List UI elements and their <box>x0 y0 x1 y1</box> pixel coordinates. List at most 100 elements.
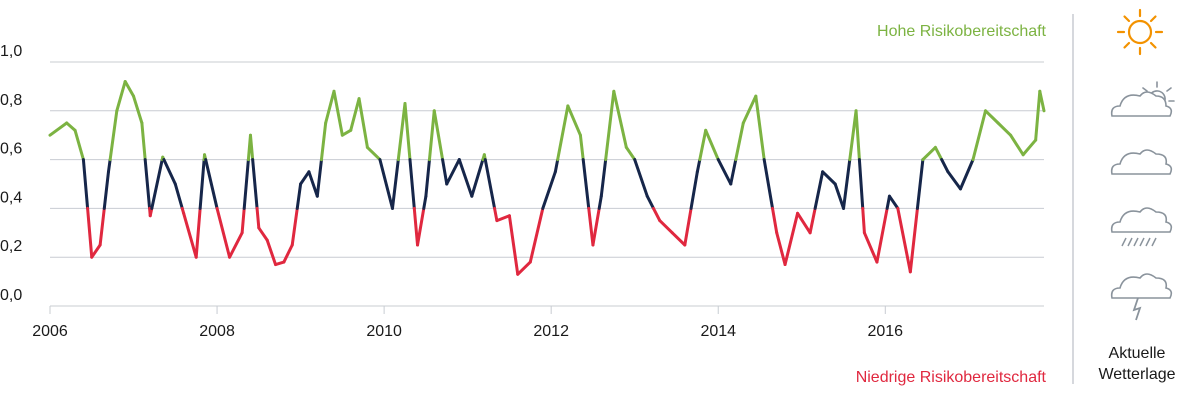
x-axis-ticks: 2006 2008 2010 2012 2014 2016 <box>32 306 903 340</box>
series-segment-mid <box>581 158 591 210</box>
series-segment-high <box>132 94 144 125</box>
series-segment-high <box>1038 89 1046 113</box>
series-segment-high <box>921 145 937 162</box>
series-segment-mid <box>251 158 259 210</box>
series-segment-mid <box>81 158 90 210</box>
series-segment-mid <box>483 158 497 210</box>
series-segment-mid <box>946 170 962 191</box>
series-segment-high <box>704 128 720 162</box>
series-segment-low <box>194 206 202 259</box>
series-segment-low <box>182 211 198 259</box>
series-segment-high <box>604 89 616 162</box>
x-tick-label: 2008 <box>199 323 235 340</box>
series-segment-low <box>771 206 779 235</box>
series-segment-low <box>495 214 511 223</box>
series-segment-high <box>698 128 708 162</box>
series-segment-high <box>848 109 858 162</box>
series-segment-mid <box>143 158 152 210</box>
x-tick-label: 2012 <box>533 323 569 340</box>
series-segment-low <box>412 206 420 247</box>
rain-cloud-icon <box>1110 207 1173 247</box>
series-segment-mid <box>958 158 975 191</box>
series-segment-high <box>365 145 382 162</box>
series-segment-high <box>741 94 758 125</box>
y-tick-label: 0,8 <box>0 92 22 109</box>
series-segment-mid <box>857 158 865 210</box>
series-segment-low <box>775 231 787 267</box>
series-segment-high <box>73 128 85 162</box>
series-segment-mid <box>295 182 303 210</box>
series-segment-mid <box>390 158 400 210</box>
y-tick-label: 0,2 <box>0 238 22 255</box>
series-segment-high <box>319 121 328 162</box>
series-segment-mid <box>422 194 428 210</box>
series-segment-high <box>432 109 445 162</box>
series-segment-mid <box>821 170 837 186</box>
high-risk-appetite-label: Hohe Risikobereitschaft <box>877 23 1047 40</box>
series-segment-mid <box>645 194 655 210</box>
series-segment-mid <box>173 182 184 210</box>
series-segment-mid <box>307 170 319 198</box>
series-segment-high <box>1021 138 1038 157</box>
series-segment-mid <box>299 170 311 186</box>
x-tick-label: 2006 <box>32 323 68 340</box>
series-segment-high <box>734 121 745 162</box>
series-segment-low <box>290 206 299 247</box>
y-tick-label: 1,0 <box>0 43 22 60</box>
series-segment-mid <box>813 170 825 210</box>
series-segment-mid <box>842 158 852 210</box>
series-segment-high <box>754 94 766 162</box>
series-segment-low <box>282 243 294 264</box>
series-segment-mid <box>198 158 206 210</box>
series-segment-high <box>115 80 127 113</box>
series-segment-mid <box>689 170 699 210</box>
series-segment-low <box>90 243 102 259</box>
series-segment-low <box>808 206 817 235</box>
series-segment-high <box>108 109 119 162</box>
series-segment-mid <box>102 170 110 210</box>
series-segment-low <box>255 206 261 230</box>
x-tick-label: 2016 <box>867 323 903 340</box>
series-segment-low <box>896 206 912 274</box>
low-risk-appetite-label: Niedrige Risikobereitschaft <box>856 369 1047 386</box>
series-segment-mid <box>150 158 164 210</box>
series-segment-mid <box>424 158 431 198</box>
series-segment-mid <box>315 158 323 198</box>
series-segment-high <box>578 133 585 162</box>
series-segment-low <box>416 206 426 247</box>
series-segment-high <box>332 89 344 137</box>
series-segment-high <box>1034 89 1042 142</box>
y-tick-label: 0,4 <box>0 189 22 206</box>
series-segment-high <box>612 89 628 149</box>
series-segment-low <box>507 214 520 276</box>
series-segment-high <box>1009 133 1025 157</box>
series-segment-mid <box>599 158 608 198</box>
y-tick-label: 0,6 <box>0 141 22 158</box>
series-segment-high <box>123 80 136 98</box>
series-segment-mid <box>106 158 112 174</box>
y-axis-ticks: 0,0 0,2 0,4 0,6 0,8 1,0 <box>0 43 22 304</box>
y-tick-label: 0,0 <box>0 287 22 304</box>
series-segment-mid <box>441 158 449 186</box>
series-segment-low <box>670 231 687 247</box>
series-segment-mid <box>378 158 394 210</box>
series-segment-low <box>493 206 499 223</box>
series-segment-high <box>624 145 637 162</box>
series-segment-low <box>783 211 800 267</box>
series-segment-high <box>403 101 412 162</box>
series-segment-mid <box>242 158 250 210</box>
series-segment-high <box>140 121 147 162</box>
series-segment-mid <box>729 158 738 186</box>
series-segment-low <box>658 219 674 235</box>
series-segment-low <box>98 206 106 247</box>
series-segment-mid <box>553 158 560 174</box>
series-segment-mid <box>940 158 950 174</box>
sun-behind-cloud-icon <box>1110 81 1175 117</box>
series-segment-mid <box>162 158 177 186</box>
legend-title-line-2: Wetterlage <box>1098 366 1175 383</box>
series-segment-high <box>48 121 69 137</box>
series-segment-mid <box>695 158 702 174</box>
series-segment-low <box>652 206 662 223</box>
